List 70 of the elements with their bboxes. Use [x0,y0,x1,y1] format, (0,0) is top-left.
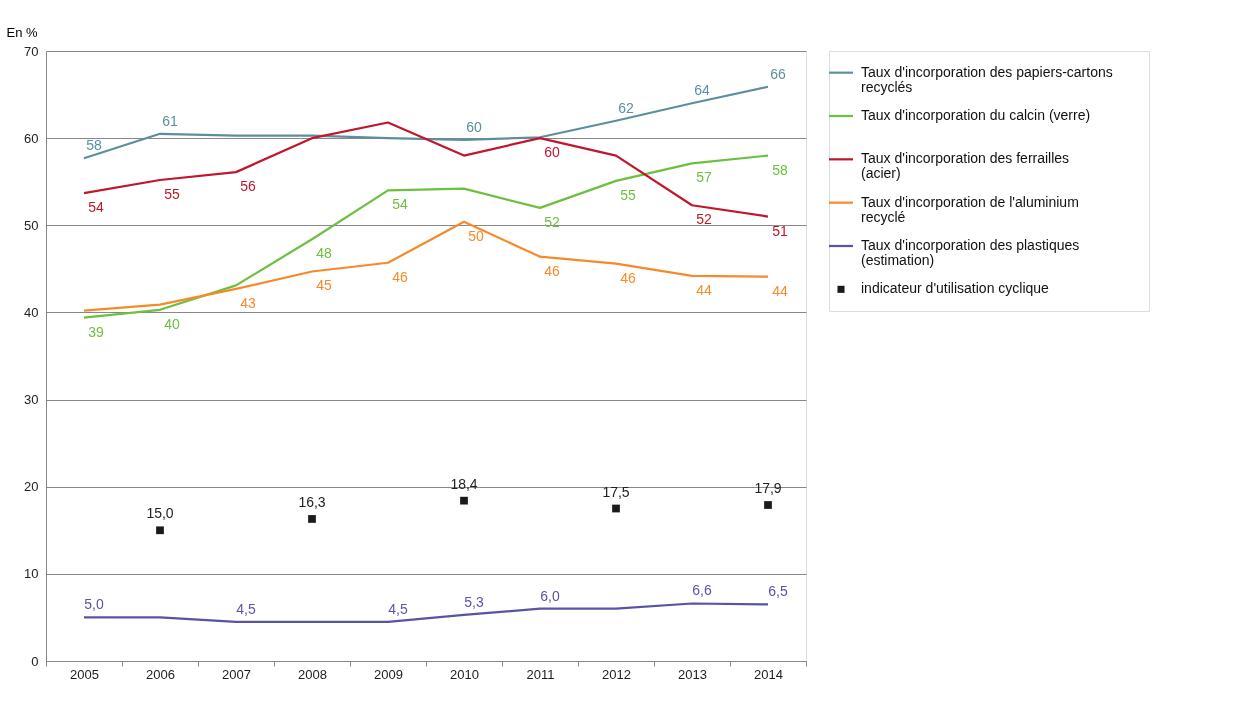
x-tick-label: 2010 [450,666,479,682]
data-label: 60 [544,144,560,161]
data-label: 50 [468,227,484,244]
data-label: 64 [694,82,710,99]
data-label: 56 [240,178,256,195]
data-label: 48 [316,245,332,262]
y-tick-label: 20 [24,479,39,495]
legend-label: Taux d'incorporation des ferrailles (acier) [861,150,1070,182]
y-tick-label: 50 [24,217,39,233]
line-series [82,85,770,160]
data-label: 45 [316,277,332,294]
data-label: 17,5 [602,483,630,500]
x-tick-label: 2013 [678,666,707,682]
data-label: 58 [772,161,788,178]
x-tick-label: 2011 [526,666,555,682]
data-label: 55 [164,185,180,202]
x-tick-label: 2012 [602,666,631,682]
x-tick-label: 2009 [374,666,403,682]
x-tick-label: 2005 [70,666,99,682]
x-tick-label: 2007 [222,666,251,682]
data-label: 44 [772,282,788,299]
legend-label: Taux d'incorporation du calcin (verre) [861,107,1091,123]
data-label: 15,0 [146,505,174,522]
data-label: 5,3 [464,593,484,610]
data-label: 57 [696,169,712,186]
data-label: 58 [86,137,102,154]
data-label: 6,6 [692,582,712,599]
data-label: 39 [88,323,104,340]
data-label: 54 [88,199,104,216]
y-tick-label: 40 [24,304,39,320]
data-label: 54 [392,196,408,213]
legend-label: Taux d'incorporation de l'aluminium recyclé [861,193,1079,225]
data-label: 60 [466,118,482,135]
legend-label: Taux d'incorporation des plastiques (estimation) [861,237,1080,268]
data-label: 43 [240,294,256,311]
y-tick-label: 10 [24,566,39,582]
point [156,526,164,535]
data-label: 17,9 [754,480,782,497]
data-label: 46 [392,268,408,285]
point [764,501,772,509]
data-label: 62 [618,99,634,116]
y-tick-label: 60 [24,130,39,146]
data-label: 18,4 [450,475,478,492]
data-label: 51 [772,222,788,239]
legend-label: Taux d'incorporation des papiers-cartons recyclés [861,63,1113,95]
data-label: 16,3 [298,493,326,510]
data-label: 4,5 [388,600,408,617]
y-tick-label: 70 [24,43,39,59]
data-label: 52 [696,211,712,228]
data-label: 61 [162,112,178,129]
data-label: 66 [770,65,786,82]
y-axis-title: En % [6,24,39,40]
legend-label: indicateur d'utilisation cyclique [861,280,1050,297]
data-label: 44 [696,281,712,298]
x-tick-label: 2006 [146,666,175,682]
data-label: 46 [544,262,560,279]
point [308,515,316,523]
x-tick-label: 2014 [754,666,783,682]
point [612,504,620,513]
y-tick-label: 0 [31,653,39,669]
data-label: 46 [620,269,636,286]
data-label: 6,5 [768,583,788,600]
data-label: 5,0 [84,596,104,613]
data-label: 40 [164,315,180,332]
point [460,496,468,505]
data-label: 4,5 [236,600,256,617]
data-label: 6,0 [540,587,560,604]
y-tick-label: 30 [24,392,39,408]
data-label: 55 [620,186,636,203]
x-tick-label: 2008 [298,666,327,682]
